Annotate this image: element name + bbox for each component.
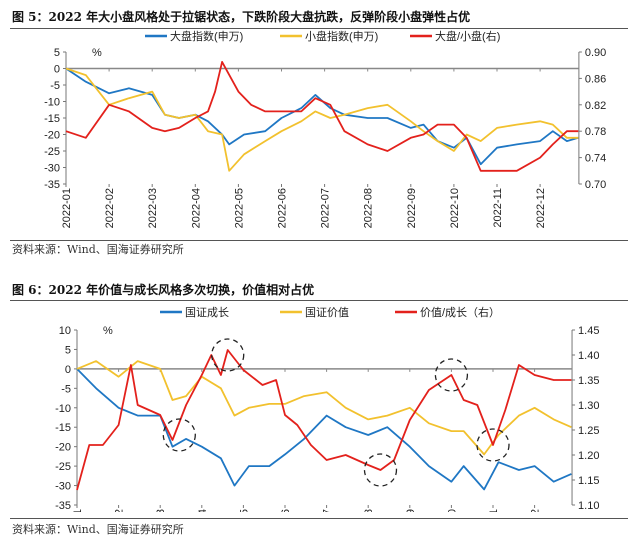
annotation-circle — [476, 428, 510, 462]
y-tick-label-left: -20 — [55, 442, 71, 454]
y-unit-label: % — [92, 47, 102, 59]
series-line-2 — [76, 349, 572, 491]
x-tick-label: 2022-04 — [197, 509, 209, 512]
y-tick-label-left: 5 — [54, 47, 60, 59]
y-tick-label-right: 1.30 — [578, 400, 599, 412]
x-tick-label: 2022-05 — [233, 188, 245, 228]
chart2: 10 5 0 -5 -10 -15 -20 -25 -30 -35 1.45 1.40 1.35 1.30… — [55, 305, 599, 512]
y-tick-label-left: -30 — [55, 481, 71, 493]
x-tick-label: 2022-07 — [320, 188, 332, 228]
x-tick-label: 2022-09 — [405, 509, 417, 512]
series-line-1 — [65, 67, 579, 172]
y-tick-label-right: 0.86 — [585, 73, 606, 85]
chart1-source: 资料来源：Wind、国海证券研究所 — [12, 243, 184, 256]
series-line-1 — [76, 360, 572, 456]
annotation-circle — [363, 453, 398, 487]
x-tick-label: 2022-06 — [277, 188, 289, 228]
y-tick-label-left: -25 — [44, 146, 60, 158]
x-tick-label: 2022-01 — [72, 509, 84, 512]
y-tick-label-left: 10 — [59, 325, 71, 337]
divider — [10, 518, 628, 519]
y-tick-label-left: 0 — [54, 64, 60, 76]
y-tick-label-right: 1.20 — [578, 450, 599, 462]
annotation-circle — [162, 418, 196, 452]
x-tick-label: 2022-03 — [147, 188, 159, 228]
x-tick-label: 2022-07 — [322, 509, 334, 512]
chart1: 5 0 -5 -10 -15 -20 -25 -30 -35 0.90 0.86 0.82 0.78 0.… — [44, 30, 606, 228]
y-tick-label-left: -20 — [44, 130, 60, 142]
y-tick-label-left: -10 — [55, 403, 71, 415]
y-tick-label-right: 0.78 — [585, 126, 606, 138]
y-tick-label-left: -30 — [44, 163, 60, 175]
series-line-0 — [65, 67, 579, 166]
x-tick-label: 2022-04 — [190, 188, 202, 228]
divider — [10, 300, 628, 301]
x-tick-label: 2022-03 — [155, 509, 167, 512]
legend-label: 价值/成长（右） — [420, 305, 500, 319]
x-tick-label: 2022-02 — [114, 509, 126, 512]
legend-label: 大盘指数(申万) — [170, 30, 243, 43]
x-tick-label: 2022-06 — [280, 509, 292, 512]
y-tick-label-left: 5 — [65, 344, 71, 356]
series-line-0 — [76, 368, 572, 491]
series-line-2 — [65, 60, 579, 172]
x-tick-label: 2022-08 — [363, 188, 375, 228]
legend-label: 大盘/小盘(右) — [435, 30, 500, 43]
x-tick-label: 2022-10 — [446, 509, 458, 512]
legend-label: 小盘指数(申万) — [305, 30, 378, 43]
divider — [10, 240, 628, 241]
chart2-title: 图 6：2022 年价值与成长风格多次切换，价值相对占优 — [12, 283, 315, 297]
chart2-source: 资料来源：Wind、国海证券研究所 — [12, 523, 184, 536]
y-tick-label-left: -10 — [44, 97, 60, 109]
y-tick-label-left: -15 — [55, 422, 71, 434]
y-tick-label-right: 0.74 — [585, 153, 606, 165]
x-tick-label: 2022-01 — [61, 188, 73, 228]
y-tick-label-right: 0.82 — [585, 100, 606, 112]
y-tick-label-right: 1.45 — [578, 325, 599, 337]
x-tick-label: 2022-05 — [238, 509, 250, 512]
y-tick-label-left: -35 — [55, 500, 71, 512]
y-tick-label-right: 0.70 — [585, 179, 606, 191]
y-tick-label-right: 0.90 — [585, 47, 606, 59]
y-tick-label-right: 1.35 — [578, 375, 599, 387]
x-tick-label: 2022-11 — [488, 509, 500, 512]
divider — [10, 28, 628, 29]
y-tick-label-right: 1.15 — [578, 475, 599, 487]
x-tick-label: 2022-08 — [363, 509, 375, 512]
x-tick-label: 2022-09 — [406, 188, 418, 228]
x-tick-label: 2022-11 — [492, 188, 504, 228]
x-tick-label: 2022-12 — [535, 188, 547, 228]
legend-label: 国证成长 — [185, 306, 229, 319]
y-tick-label-left: -35 — [44, 179, 60, 191]
y-tick-label-left: -5 — [50, 80, 60, 92]
x-tick-label: 2022-12 — [530, 509, 542, 512]
y-tick-label-left: -25 — [55, 461, 71, 473]
x-tick-label: 2022-10 — [449, 188, 461, 228]
annotation-circle — [434, 358, 469, 392]
y-tick-label-right: 1.40 — [578, 350, 599, 362]
x-tick-label: 2022-02 — [104, 188, 116, 228]
legend-label: 国证价值 — [305, 306, 349, 319]
y-tick-label-left: 0 — [65, 364, 71, 376]
y-tick-label-left: -15 — [44, 113, 60, 125]
annotation-circle — [211, 338, 245, 372]
y-tick-label-right: 1.25 — [578, 425, 599, 437]
chart1-title: 图 5：2022 年大小盘风格处于拉锯状态，下跌阶段大盘抗跌，反弹阶段小盘弹性占… — [12, 10, 471, 24]
y-unit-label: % — [103, 325, 113, 337]
y-tick-label-left: -5 — [61, 383, 71, 395]
y-tick-label-right: 1.10 — [578, 500, 599, 512]
